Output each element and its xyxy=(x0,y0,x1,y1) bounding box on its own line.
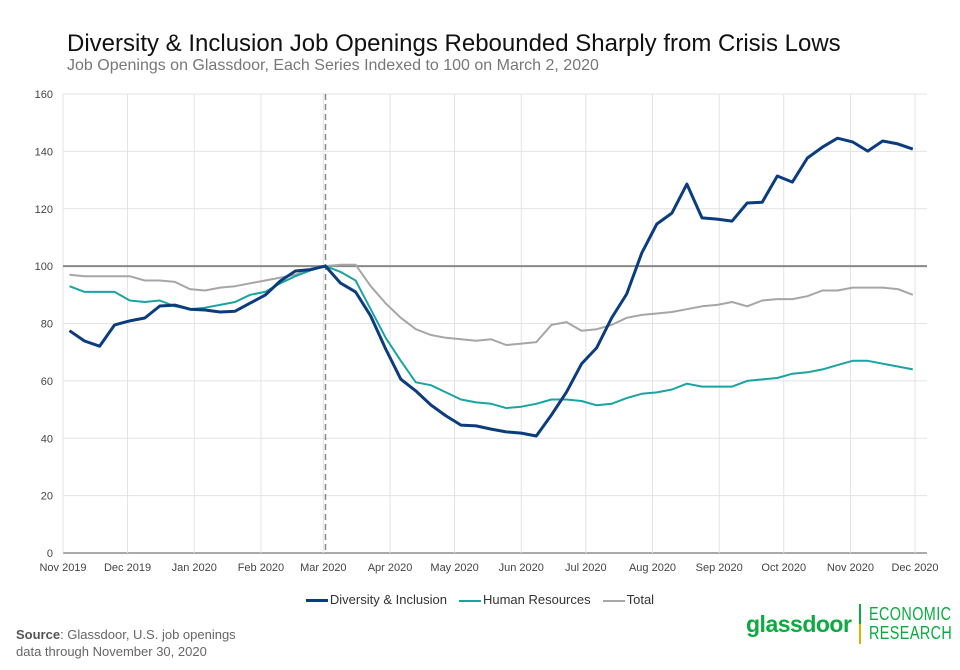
source-note: Source: Glassdoor, U.S. job openings dat… xyxy=(16,626,236,660)
x-tick-label: Mar 2020 xyxy=(300,562,346,574)
y-tick-label: 0 xyxy=(47,548,53,560)
legend-label: Human Resources xyxy=(482,592,591,607)
legend-label: Diversity & Inclusion xyxy=(329,592,447,607)
legend: Diversity & Inclusion Human Resources Tota… xyxy=(0,592,960,607)
series-line-diversity-inclusion xyxy=(68,136,914,438)
x-tick-label: Jul 2020 xyxy=(565,562,607,574)
x-tick-label: Feb 2020 xyxy=(238,562,284,574)
x-tick-label: Dec 2020 xyxy=(891,562,938,574)
x-tick-label: Jun 2020 xyxy=(499,562,544,574)
x-tick-label: Nov 2019 xyxy=(39,562,86,574)
chart-title: Diversity & Inclusion Job Openings Rebou… xyxy=(67,30,841,57)
chart-subtitle: Job Openings on Glassdoor, Each Series I… xyxy=(67,57,599,74)
x-tick-label: Aug 2020 xyxy=(629,562,676,574)
legend-item: Human Resources xyxy=(458,592,591,607)
logo-divider xyxy=(859,604,862,644)
y-tick-label: 40 xyxy=(41,433,53,445)
x-tick-label: Apr 2020 xyxy=(368,562,413,574)
series-line-human-resources xyxy=(69,265,913,410)
source-text: : Glassdoor, U.S. job openings xyxy=(60,627,236,642)
legend-label: Total xyxy=(626,592,655,607)
x-tick-label: Oct 2020 xyxy=(761,562,806,574)
logo-brand: glassdoor xyxy=(746,610,852,637)
y-tick-label: 160 xyxy=(35,89,53,101)
legend-swatch xyxy=(458,599,481,602)
y-tick-label: 100 xyxy=(35,261,53,273)
legend-swatch xyxy=(602,599,625,602)
source-label: Source xyxy=(16,627,61,642)
y-tick-label: 80 xyxy=(41,319,53,331)
y-tick-label: 120 xyxy=(35,204,53,216)
legend-swatch xyxy=(305,599,328,603)
x-tick-label: Jan 2020 xyxy=(172,562,217,574)
y-tick-label: 60 xyxy=(41,376,53,388)
x-tick-label: Nov 2020 xyxy=(827,562,874,574)
x-tick-label: May 2020 xyxy=(430,562,478,574)
source-text-2: data through November 30, 2020 xyxy=(16,644,207,659)
legend-item: Diversity & Inclusion xyxy=(305,592,447,607)
logo-text: ECONOMIC RESEARCH xyxy=(869,604,953,643)
glassdoor-economic-research-logo: glassdoor ECONOMIC RESEARCH xyxy=(746,604,960,644)
x-tick-label: Sep 2020 xyxy=(696,562,743,574)
series-line-total xyxy=(69,263,914,346)
y-tick-label: 140 xyxy=(35,146,53,158)
line-chart: 0 20 40 60 80 100 120 140 160 Nov 2019 Dec 2019 Jan… xyxy=(35,89,939,574)
x-tick-label: Dec 2019 xyxy=(104,562,151,574)
y-tick-label: 20 xyxy=(41,491,53,503)
legend-item: Total xyxy=(602,592,655,607)
